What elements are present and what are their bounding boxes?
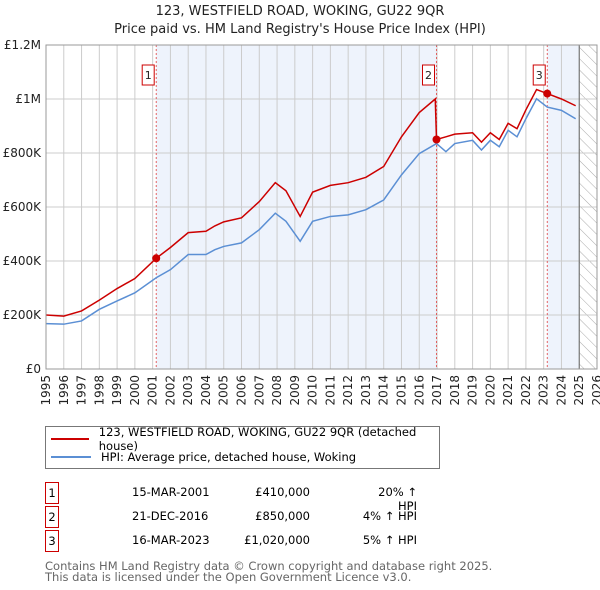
sale-marker-label: 2 xyxy=(425,69,432,82)
y-tick-label: £600K xyxy=(3,200,43,214)
x-tick-label: 2009 xyxy=(288,375,302,406)
legend-label-hpi: HPI: Average price, detached house, Woki… xyxy=(101,450,357,464)
sale-marker-box xyxy=(532,64,546,86)
sale-hpi: 20% ↑ HPI xyxy=(378,485,417,513)
sale-row: 2 21-DEC-2016 £850,000 4% ↑ HPI xyxy=(45,506,445,528)
sale-marker-label: 1 xyxy=(45,482,59,504)
x-tick-label: 2018 xyxy=(448,375,462,406)
x-tick-label: 2001 xyxy=(146,375,160,406)
x-tick-label: 2015 xyxy=(394,375,408,406)
footer-licence: This data is licensed under the Open Gov… xyxy=(45,570,412,584)
x-tick-label: 1997 xyxy=(75,375,89,406)
x-tick-label: 2004 xyxy=(199,375,213,406)
legend-swatch-property xyxy=(51,438,89,440)
plot-frame xyxy=(45,44,598,370)
sale-marker-box xyxy=(421,64,435,86)
x-tick-label: 2019 xyxy=(466,375,480,406)
x-tick-label: 2010 xyxy=(306,375,320,406)
x-tick-label: 2000 xyxy=(128,375,142,406)
x-tick-label: 1996 xyxy=(57,375,71,406)
sale-point xyxy=(432,135,441,144)
sale-price: £1,020,000 xyxy=(244,533,310,547)
chart-subtitle: Price paid vs. HM Land Registry's House … xyxy=(114,22,486,37)
x-tick-label: 2022 xyxy=(519,375,533,406)
x-tick-label: 1995 xyxy=(39,375,53,406)
x-tick-label: 2013 xyxy=(359,375,373,406)
x-tick-label: 2003 xyxy=(181,375,195,406)
sale-marker-label: 3 xyxy=(536,69,543,82)
chart-plot: 1995 1996 1997 1998 1999 2000 2001 2002 2003 2004… xyxy=(3,38,600,406)
sale-price: £410,000 xyxy=(255,485,310,499)
legend-swatch-hpi xyxy=(51,456,91,458)
y-tick-label: £200K xyxy=(3,308,43,322)
x-tick-label: 2002 xyxy=(163,375,177,406)
x-tick-label: 2006 xyxy=(235,375,249,406)
sale-date: 21-DEC-2016 xyxy=(132,509,209,523)
sale-row: 3 16-MAR-2023 £1,020,000 5% ↑ HPI xyxy=(45,530,445,552)
legend: 123, WESTFIELD ROAD, WOKING, GU22 9QR (d… xyxy=(45,425,440,469)
y-tick-label: £800K xyxy=(3,146,43,160)
sale-point xyxy=(543,89,552,98)
y-tick-label: £400K xyxy=(3,254,43,268)
sale-hpi: 5% ↑ HPI xyxy=(362,533,417,547)
footer: Contains HM Land Registry data © Crown c… xyxy=(45,559,493,584)
x-tick-label: 2026 xyxy=(590,375,600,406)
x-tick-label: 2021 xyxy=(501,375,515,406)
legend-label-property: 123, WESTFIELD ROAD, WOKING, GU22 9QR (d… xyxy=(98,425,417,453)
x-tick-label: 2014 xyxy=(377,375,391,406)
x-tick-label: 2016 xyxy=(412,375,426,406)
x-tick-label: 2023 xyxy=(537,375,551,406)
x-tick-label: 2008 xyxy=(270,375,284,406)
sale-row: 1 15-MAR-2001 £410,000 20% ↑ HPI xyxy=(45,482,445,513)
sale-point xyxy=(152,254,161,263)
sale-marker-label: 3 xyxy=(45,530,59,552)
sale-price: £850,000 xyxy=(255,509,310,523)
y-tick-label: £1.2M xyxy=(4,38,41,52)
footer-copyright: Contains HM Land Registry data © Crown c… xyxy=(45,559,493,573)
sale-marker-label: 2 xyxy=(45,506,59,528)
x-tick-label: 2011 xyxy=(323,375,337,406)
x-tick-label: 2005 xyxy=(217,375,231,406)
chart-title: 123, WESTFIELD ROAD, WOKING, GU22 9QR xyxy=(155,4,445,19)
x-tick-label: 2017 xyxy=(430,375,444,406)
x-tick-label: 1999 xyxy=(110,375,124,406)
y-tick-label: £0 xyxy=(26,362,41,376)
x-tick-label: 2025 xyxy=(572,375,586,406)
x-tick-label: 1998 xyxy=(92,375,106,406)
sale-marker-label: 1 xyxy=(145,69,152,82)
x-tick-label: 2007 xyxy=(252,375,266,406)
x-tick-label: 2020 xyxy=(483,375,497,406)
x-tick-label: 2024 xyxy=(554,375,568,406)
price-line xyxy=(45,88,576,317)
hpi-line xyxy=(45,97,577,325)
sale-date: 16-MAR-2023 xyxy=(132,533,210,547)
sale-hpi: 4% ↑ HPI xyxy=(362,509,417,523)
y-tick-label: £1M xyxy=(15,92,41,106)
x-tick-label: 2012 xyxy=(341,375,355,406)
sale-marker-box xyxy=(141,64,155,86)
sale-date: 15-MAR-2001 xyxy=(132,485,210,499)
